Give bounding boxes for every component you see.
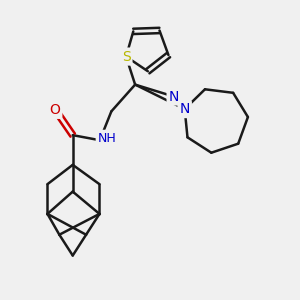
Text: S: S (122, 50, 130, 64)
Text: NH: NH (98, 132, 116, 145)
Text: N: N (179, 102, 190, 116)
Text: N: N (169, 89, 179, 103)
Text: O: O (50, 103, 60, 117)
